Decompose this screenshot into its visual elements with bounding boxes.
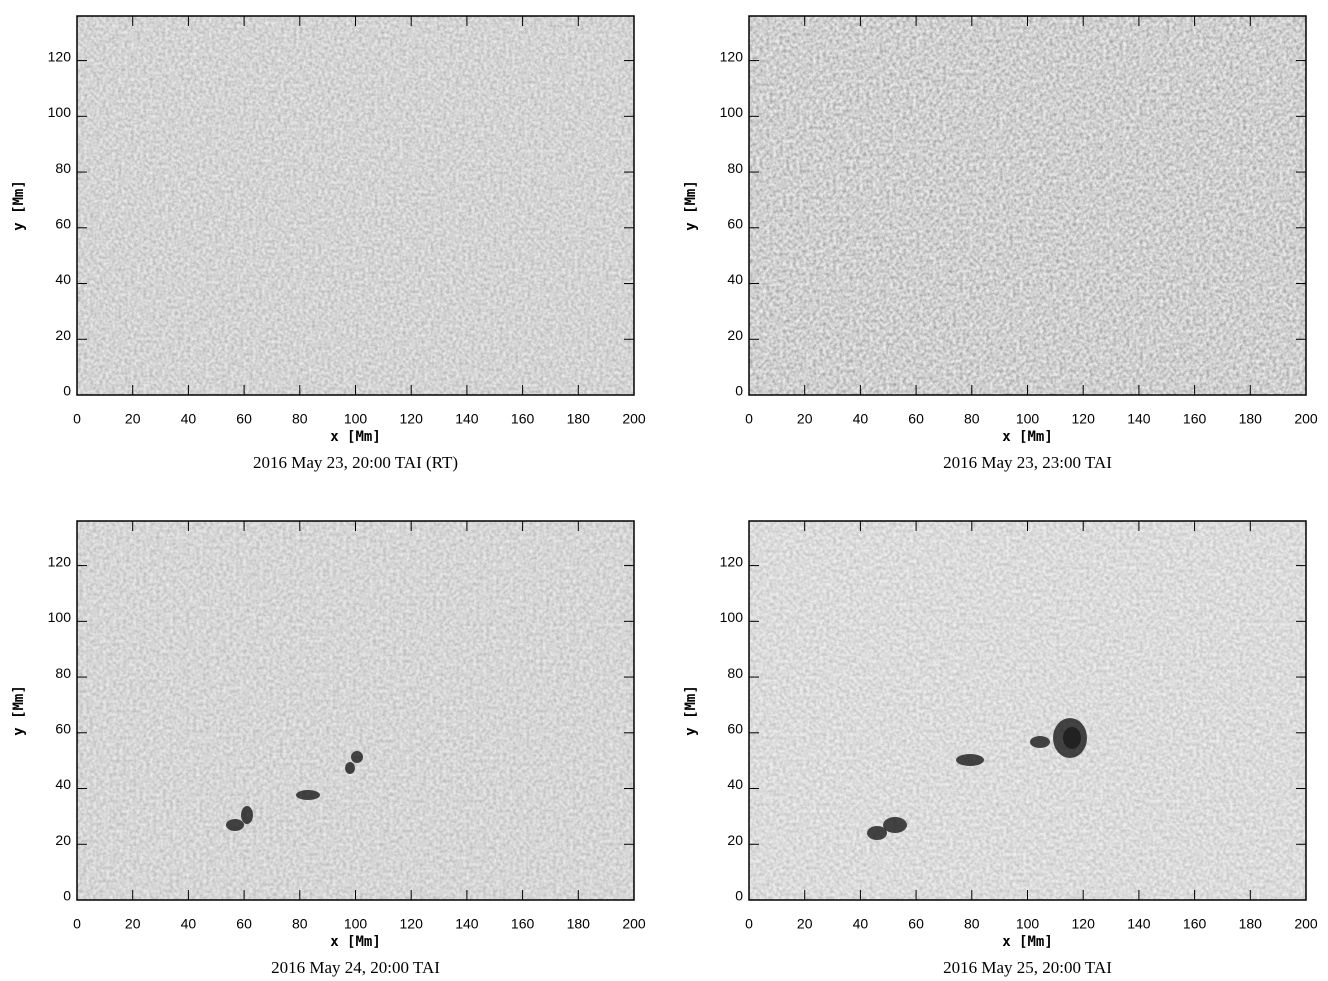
solar-image xyxy=(77,16,634,395)
x-tick-label: 180 xyxy=(1239,916,1263,932)
solar-image xyxy=(749,521,1306,900)
y-tick-label: 20 xyxy=(55,832,71,848)
x-tick-label: 0 xyxy=(745,916,753,932)
x-tick-label: 120 xyxy=(400,411,424,427)
y-tick-label: 0 xyxy=(735,383,743,399)
caption: 2016 May 24, 20:00 TAI xyxy=(271,958,440,977)
solar-image xyxy=(749,16,1306,395)
sunspot xyxy=(956,754,984,766)
y-tick-label: 80 xyxy=(55,160,71,176)
x-tick-label: 60 xyxy=(236,411,252,427)
y-tick-label: 40 xyxy=(55,271,71,287)
x-tick-label: 120 xyxy=(1072,916,1096,932)
x-tick-label: 20 xyxy=(125,411,141,427)
x-tick-label: 80 xyxy=(964,916,980,932)
y-tick-label: 120 xyxy=(720,48,744,64)
x-tick-label: 140 xyxy=(455,411,479,427)
x-tick-label: 180 xyxy=(1239,411,1263,427)
x-tick-label: 20 xyxy=(797,411,813,427)
x-tick-label: 40 xyxy=(181,916,197,932)
sunspot xyxy=(226,819,244,831)
x-tick-label: 40 xyxy=(853,411,869,427)
x-tick-label: 200 xyxy=(622,916,646,932)
y-tick-label: 0 xyxy=(735,888,743,904)
x-tick-label: 100 xyxy=(344,411,368,427)
x-tick-label: 100 xyxy=(344,916,368,932)
sunspot xyxy=(351,751,363,763)
x-tick-label: 80 xyxy=(964,411,980,427)
x-tick-label: 160 xyxy=(1183,411,1207,427)
sunspot xyxy=(1063,727,1081,749)
y-tick-label: 100 xyxy=(720,104,744,120)
x-tick-label: 0 xyxy=(73,916,81,932)
sunspot xyxy=(1030,736,1050,748)
y-tick-label: 60 xyxy=(55,215,71,231)
y-tick-label: 40 xyxy=(55,776,71,792)
sunspot xyxy=(296,790,320,800)
x-tick-label: 160 xyxy=(511,411,535,427)
caption: 2016 May 23, 20:00 TAI (RT) xyxy=(253,453,458,472)
x-tick-label: 140 xyxy=(455,916,479,932)
y-tick-label: 120 xyxy=(48,553,72,569)
y-axis-label: y [Mm] xyxy=(11,685,27,736)
x-axis-label: x [Mm] xyxy=(1002,429,1053,445)
x-tick-label: 100 xyxy=(1016,411,1040,427)
x-tick-label: 180 xyxy=(567,916,591,932)
x-tick-label: 140 xyxy=(1127,411,1151,427)
y-tick-label: 80 xyxy=(727,160,743,176)
y-tick-label: 0 xyxy=(63,383,71,399)
y-tick-label: 120 xyxy=(720,553,744,569)
sunspot xyxy=(241,806,253,824)
x-tick-label: 20 xyxy=(125,916,141,932)
x-tick-label: 0 xyxy=(73,411,81,427)
x-tick-label: 40 xyxy=(853,916,869,932)
solar-image xyxy=(77,521,634,900)
x-tick-label: 20 xyxy=(797,916,813,932)
caption: 2016 May 23, 23:00 TAI xyxy=(943,453,1112,472)
x-tick-label: 160 xyxy=(511,916,535,932)
x-tick-label: 60 xyxy=(908,411,924,427)
sunspot xyxy=(345,762,355,774)
sunspot xyxy=(883,817,907,833)
x-tick-label: 200 xyxy=(622,411,646,427)
y-tick-label: 80 xyxy=(727,665,743,681)
y-tick-label: 60 xyxy=(727,215,743,231)
y-tick-label: 40 xyxy=(727,271,743,287)
x-tick-label: 60 xyxy=(908,916,924,932)
x-tick-label: 160 xyxy=(1183,916,1207,932)
x-tick-label: 80 xyxy=(292,411,308,427)
x-tick-label: 180 xyxy=(567,411,591,427)
x-axis-label: x [Mm] xyxy=(330,934,381,950)
y-tick-label: 100 xyxy=(48,104,72,120)
x-tick-label: 120 xyxy=(1072,411,1096,427)
x-tick-label: 140 xyxy=(1127,916,1151,932)
sunspot xyxy=(867,826,887,840)
y-axis-label: y [Mm] xyxy=(683,180,699,231)
y-tick-label: 60 xyxy=(55,720,71,736)
y-tick-label: 60 xyxy=(727,720,743,736)
x-tick-label: 60 xyxy=(236,916,252,932)
x-axis-label: x [Mm] xyxy=(330,429,381,445)
x-tick-label: 80 xyxy=(292,916,308,932)
x-tick-label: 120 xyxy=(400,916,424,932)
x-tick-label: 100 xyxy=(1016,916,1040,932)
y-tick-label: 100 xyxy=(720,609,744,625)
y-tick-label: 20 xyxy=(55,327,71,343)
y-axis-label: y [Mm] xyxy=(683,685,699,736)
x-tick-label: 200 xyxy=(1294,411,1318,427)
caption: 2016 May 25, 20:00 TAI xyxy=(943,958,1112,977)
y-tick-label: 20 xyxy=(727,327,743,343)
y-axis-label: y [Mm] xyxy=(11,180,27,231)
y-tick-label: 120 xyxy=(48,48,72,64)
x-axis-label: x [Mm] xyxy=(1002,934,1053,950)
y-tick-label: 80 xyxy=(55,665,71,681)
x-tick-label: 40 xyxy=(181,411,197,427)
x-tick-label: 200 xyxy=(1294,916,1318,932)
x-tick-label: 0 xyxy=(745,411,753,427)
y-tick-label: 40 xyxy=(727,776,743,792)
y-tick-label: 100 xyxy=(48,609,72,625)
y-tick-label: 0 xyxy=(63,888,71,904)
y-tick-label: 20 xyxy=(727,832,743,848)
